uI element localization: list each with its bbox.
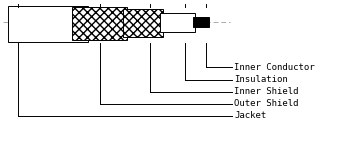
Text: Outer Shield: Outer Shield xyxy=(234,100,298,109)
Bar xyxy=(8,6,88,42)
Bar xyxy=(160,13,195,32)
Bar xyxy=(72,7,127,40)
Bar xyxy=(193,17,209,27)
Text: Inner Conductor: Inner Conductor xyxy=(234,63,314,72)
Text: Inner Shield: Inner Shield xyxy=(234,88,298,97)
Text: Insulation: Insulation xyxy=(234,76,288,85)
Text: Jacket: Jacket xyxy=(234,112,266,121)
Bar xyxy=(123,9,163,37)
